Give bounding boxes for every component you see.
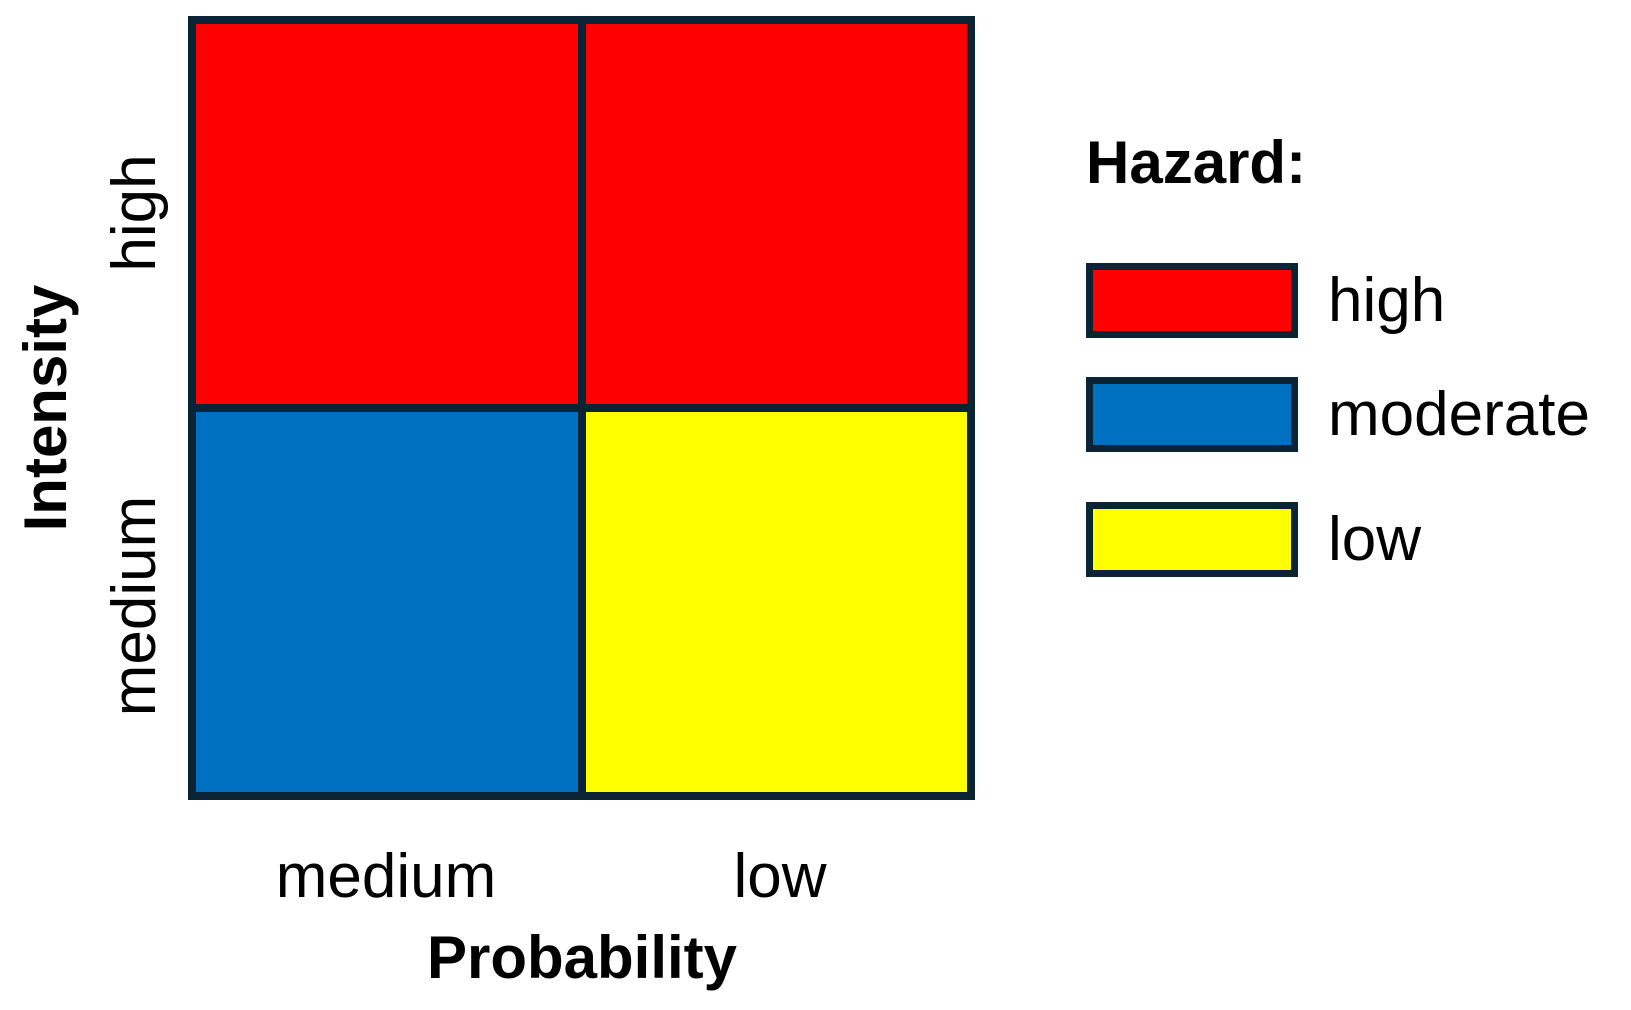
matrix-cell-intensity-high-prob-low bbox=[585, 24, 967, 404]
matrix-cell-intensity-medium-prob-medium bbox=[196, 412, 578, 792]
legend-swatch-moderate bbox=[1086, 377, 1298, 452]
x-tick-low: low bbox=[733, 842, 827, 911]
legend-item-high: high bbox=[1086, 263, 1445, 338]
y-tick-high: high bbox=[100, 154, 169, 272]
hazard-matrix bbox=[188, 16, 975, 800]
legend-swatch-high bbox=[1086, 263, 1298, 338]
legend-item-moderate: moderate bbox=[1086, 377, 1590, 452]
legend-swatch-low bbox=[1086, 502, 1298, 577]
x-tick-medium: medium bbox=[275, 842, 497, 911]
legend-label-high: high bbox=[1328, 265, 1446, 335]
matrix-cell-intensity-high-prob-medium bbox=[196, 24, 578, 404]
legend-label-moderate: moderate bbox=[1328, 379, 1590, 449]
x-axis-title: Probability bbox=[426, 924, 738, 991]
legend-item-low: low bbox=[1086, 502, 1421, 577]
y-tick-medium: medium bbox=[100, 495, 169, 717]
y-axis-title: Intensity bbox=[12, 284, 79, 532]
legend-title: Hazard: bbox=[1086, 129, 1307, 196]
matrix-cell-intensity-medium-prob-low bbox=[585, 412, 967, 792]
legend-label-low: low bbox=[1328, 504, 1422, 574]
